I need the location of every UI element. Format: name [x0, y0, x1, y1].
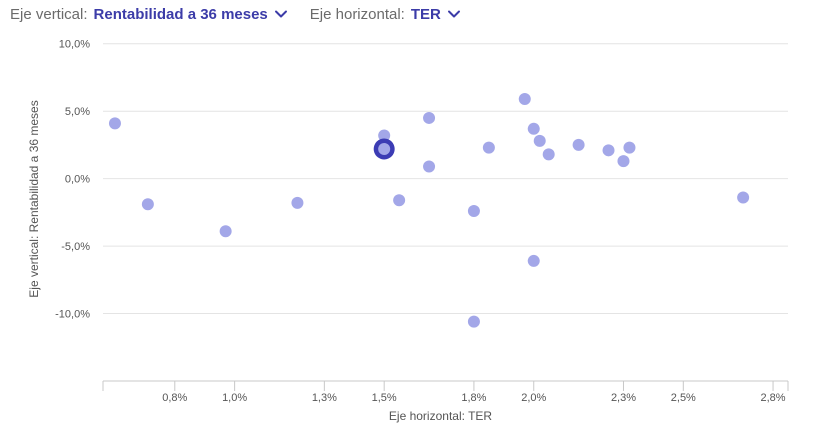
- axes: 10,0% 5,0% 0,0% -5,0% -10,0% 0,8% 1,0% 1,3% 1,5%…: [55, 39, 789, 404]
- vertical-axis-value[interactable]: Rentabilidad a 36 meses: [93, 5, 268, 23]
- data-point: [602, 144, 615, 157]
- data-point: [518, 93, 531, 106]
- y-tick-label: -10,0%: [55, 309, 90, 321]
- data-point: [533, 134, 546, 147]
- vertical-axis-selector[interactable]: Eje vertical: Rentabilidad a 36 meses: [10, 6, 288, 23]
- x-tick-label: 0,8%: [162, 392, 187, 404]
- data-point: [482, 141, 495, 154]
- data-point: [737, 191, 750, 204]
- data-point: [423, 111, 436, 124]
- data-point: [141, 198, 154, 211]
- data-point: [623, 141, 636, 154]
- x-tick-label: 2,5%: [671, 392, 696, 404]
- y-tick-label: 0,0%: [65, 174, 90, 186]
- horizontal-axis-selector[interactable]: Eje horizontal: TER: [310, 6, 461, 23]
- x-tick-label: 1,0%: [222, 392, 247, 404]
- y-tick-label: 5,0%: [65, 106, 90, 118]
- data-point: [467, 205, 480, 218]
- x-tick-label: 1,5%: [372, 392, 397, 404]
- x-tick-label: 2,0%: [521, 392, 546, 404]
- data-point: [467, 315, 480, 328]
- x-tick-label: 1,3%: [312, 392, 337, 404]
- data-point: [108, 117, 121, 130]
- x-axis-title: Eje horizontal: TER: [389, 409, 492, 423]
- chevron-down-icon[interactable]: [274, 7, 288, 21]
- data-point: [572, 138, 585, 151]
- axis-selector-bar: Eje vertical: Rentabilidad a 36 meses Ej…: [10, 3, 461, 25]
- horizontal-axis-label: Eje horizontal:: [309, 5, 405, 23]
- highlighted-data-point-center: [378, 142, 391, 155]
- data-point: [291, 196, 304, 209]
- data-point: [617, 155, 630, 168]
- horizontal-axis-value[interactable]: TER: [410, 5, 441, 23]
- x-tick-label: 2,3%: [611, 392, 636, 404]
- data-point: [378, 129, 391, 142]
- y-tick-label: -5,0%: [61, 241, 90, 253]
- data-point: [527, 254, 540, 267]
- data-point: [527, 122, 540, 135]
- vertical-axis-label: Eje vertical:: [10, 5, 88, 23]
- data-point: [393, 194, 406, 207]
- x-tick-label: 2,8%: [761, 392, 786, 404]
- x-tick-label: 1,8%: [461, 392, 486, 404]
- y-axis-title: Eje vertical: Rentabilidad a 36 meses: [27, 100, 41, 297]
- chevron-down-icon[interactable]: [447, 7, 461, 21]
- y-tick-label: 10,0%: [59, 39, 90, 51]
- data-points: [108, 93, 750, 328]
- grid-lines: [103, 43, 788, 315]
- data-point: [423, 160, 436, 173]
- data-point: [542, 148, 555, 161]
- data-point: [219, 225, 232, 238]
